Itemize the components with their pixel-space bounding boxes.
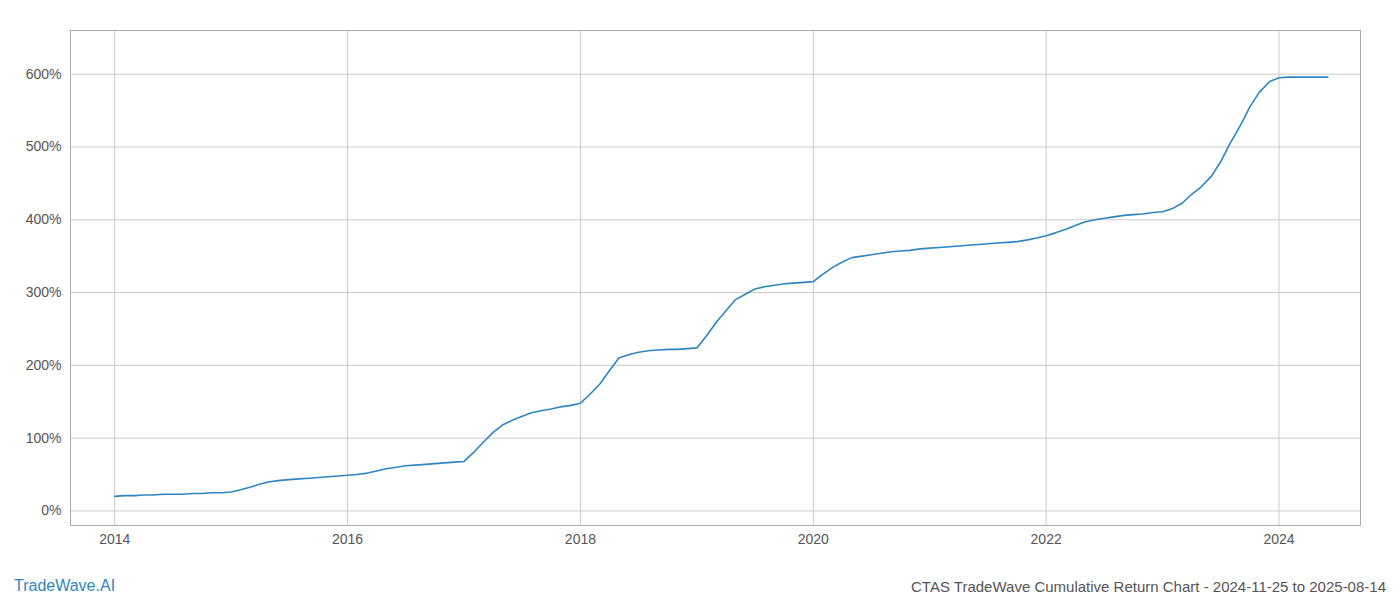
svg-text:2020: 2020	[798, 531, 829, 547]
svg-text:2024: 2024	[1263, 531, 1294, 547]
svg-text:100%: 100%	[26, 430, 62, 446]
svg-text:500%: 500%	[26, 138, 62, 154]
svg-text:2022: 2022	[1031, 531, 1062, 547]
svg-text:0%: 0%	[41, 502, 61, 518]
html-text:TradeWave.AI: TradeWave.AI	[14, 577, 116, 594]
html-text:CTAS TradeWave Cumulative Retu: CTAS TradeWave Cumulative Return Chart -…	[911, 578, 1386, 595]
svg-text:400%: 400%	[26, 211, 62, 227]
svg-text:2018: 2018	[565, 531, 596, 547]
svg-text:2016: 2016	[332, 531, 363, 547]
svg-text:2014: 2014	[99, 531, 130, 547]
svg-text:300%: 300%	[26, 284, 62, 300]
svg-text:600%: 600%	[26, 66, 62, 82]
svg-text:200%: 200%	[26, 357, 62, 373]
